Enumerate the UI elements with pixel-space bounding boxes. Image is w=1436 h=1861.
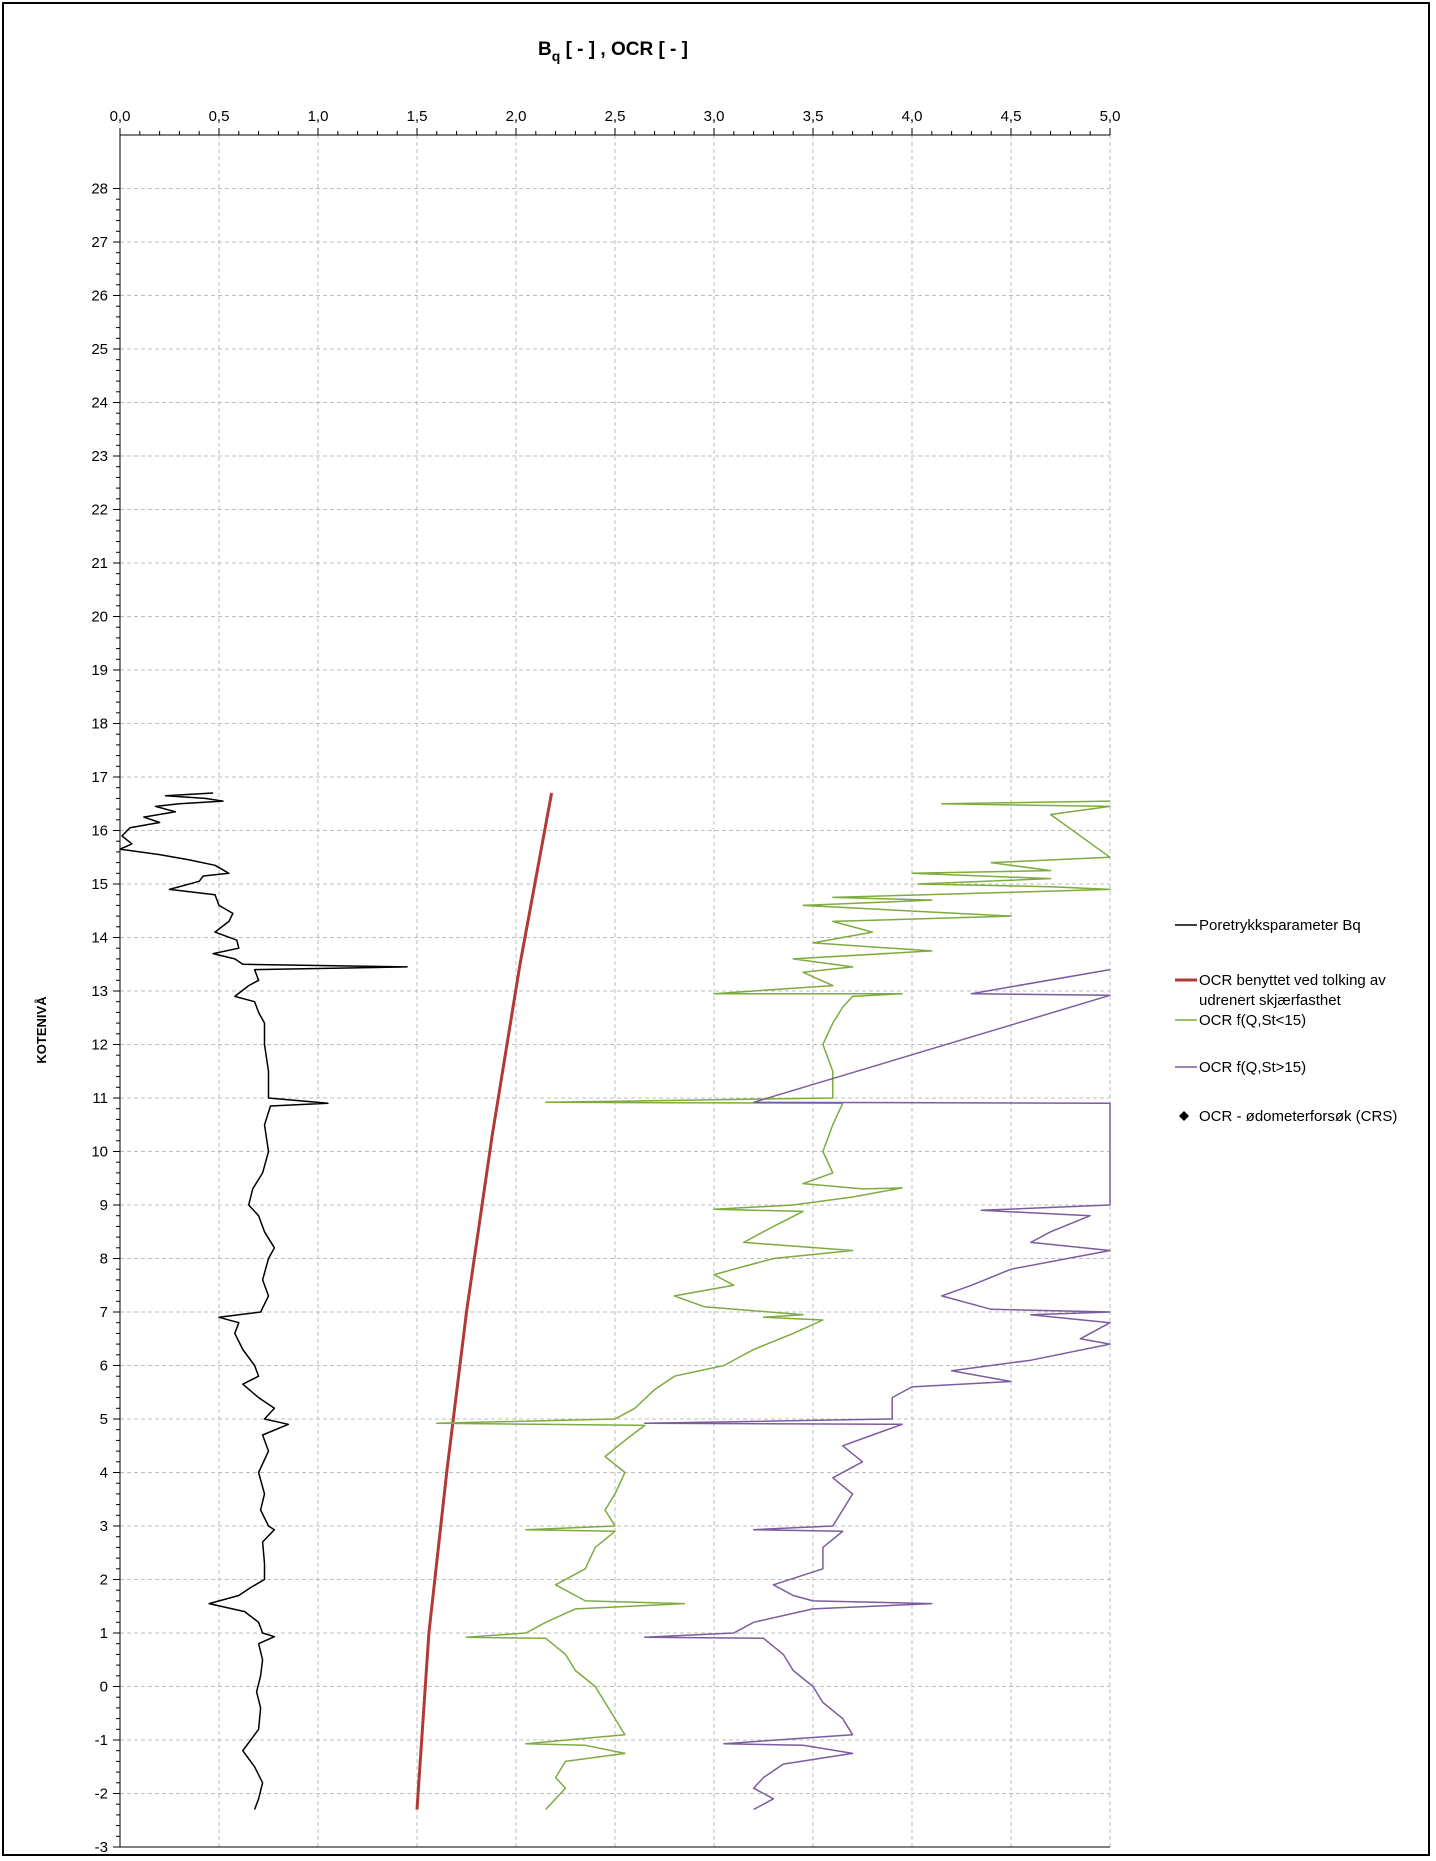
y-tick-label: 12 — [91, 1037, 108, 1054]
y-tick-label: 16 — [91, 823, 108, 840]
series-line-3 — [436, 800, 1111, 1811]
y-tick-label: 21 — [91, 555, 108, 572]
legend-label-2: OCR benyttet ved tolking av — [1199, 972, 1386, 989]
series-line-4 — [643, 968, 1111, 1811]
x-tick-label: 1,5 — [407, 108, 428, 125]
y-tick-label: 13 — [91, 983, 108, 1000]
legend-label-5: OCR - ødometerforsøk (CRS) — [1199, 1108, 1397, 1125]
y-tick-label: 1 — [100, 1625, 108, 1642]
legend-marker-5 — [1179, 1111, 1189, 1121]
y-tick-label: 3 — [100, 1518, 108, 1535]
y-tick-label: 26 — [91, 288, 108, 305]
y-tick-label: 15 — [91, 876, 108, 893]
series-line-2 — [415, 792, 554, 1810]
y-tick-label: 25 — [91, 341, 108, 358]
y-tick-label: 27 — [91, 234, 108, 251]
x-tick-label: 5,0 — [1100, 108, 1121, 125]
y-tick-label: 6 — [100, 1358, 108, 1375]
x-tick-label: 0,5 — [209, 108, 230, 125]
y-tick-label: 14 — [91, 930, 108, 947]
y-tick-label: 11 — [92, 1090, 108, 1107]
legend-label-2-cont: udrenert skjærfasthet — [1199, 992, 1342, 1009]
x-tick-label: 4,0 — [902, 108, 923, 125]
x-tick-label: 0,0 — [110, 108, 131, 125]
y-tick-label: 24 — [91, 395, 108, 412]
y-tick-label: 17 — [91, 769, 108, 786]
y-tick-label: 5 — [100, 1411, 108, 1428]
x-axis-title: Bq [ - ] , OCR [ - ] — [538, 39, 688, 64]
y-tick-label: -2 — [95, 1786, 108, 1803]
series-line-1 — [119, 792, 408, 1810]
x-tick-label: 1,0 — [308, 108, 329, 125]
y-tick-label: 9 — [100, 1197, 108, 1214]
y-tick-label: -3 — [95, 1839, 108, 1856]
x-tick-label: 3,0 — [704, 108, 725, 125]
y-tick-label: 20 — [91, 609, 108, 626]
y-tick-label: 18 — [91, 716, 108, 733]
y-tick-label: 8 — [100, 1251, 108, 1268]
y-tick-label: 7 — [100, 1304, 108, 1321]
x-tick-label: 3,5 — [803, 108, 824, 125]
y-tick-label: 10 — [91, 1144, 108, 1161]
x-tick-label: 2,5 — [605, 108, 626, 125]
y-tick-label: 22 — [91, 502, 108, 519]
x-tick-label: 2,0 — [506, 108, 527, 125]
y-tick-label: 28 — [91, 181, 108, 198]
y-tick-label: 19 — [91, 662, 108, 679]
y-tick-label: 0 — [100, 1679, 108, 1696]
y-axis-title: KOTENIVÅ — [34, 996, 49, 1064]
y-tick-label: -1 — [95, 1732, 108, 1749]
legend-label-1: Poretrykksparameter Bq — [1199, 917, 1361, 934]
y-tick-label: 4 — [100, 1465, 108, 1482]
legend-label-3: OCR f(Q,St<15) — [1199, 1012, 1306, 1029]
y-tick-label: 23 — [91, 448, 108, 465]
legend-label-4: OCR f(Q,St>15) — [1199, 1059, 1306, 1076]
y-tick-label: 2 — [100, 1572, 108, 1589]
x-tick-label: 4,5 — [1001, 108, 1022, 125]
